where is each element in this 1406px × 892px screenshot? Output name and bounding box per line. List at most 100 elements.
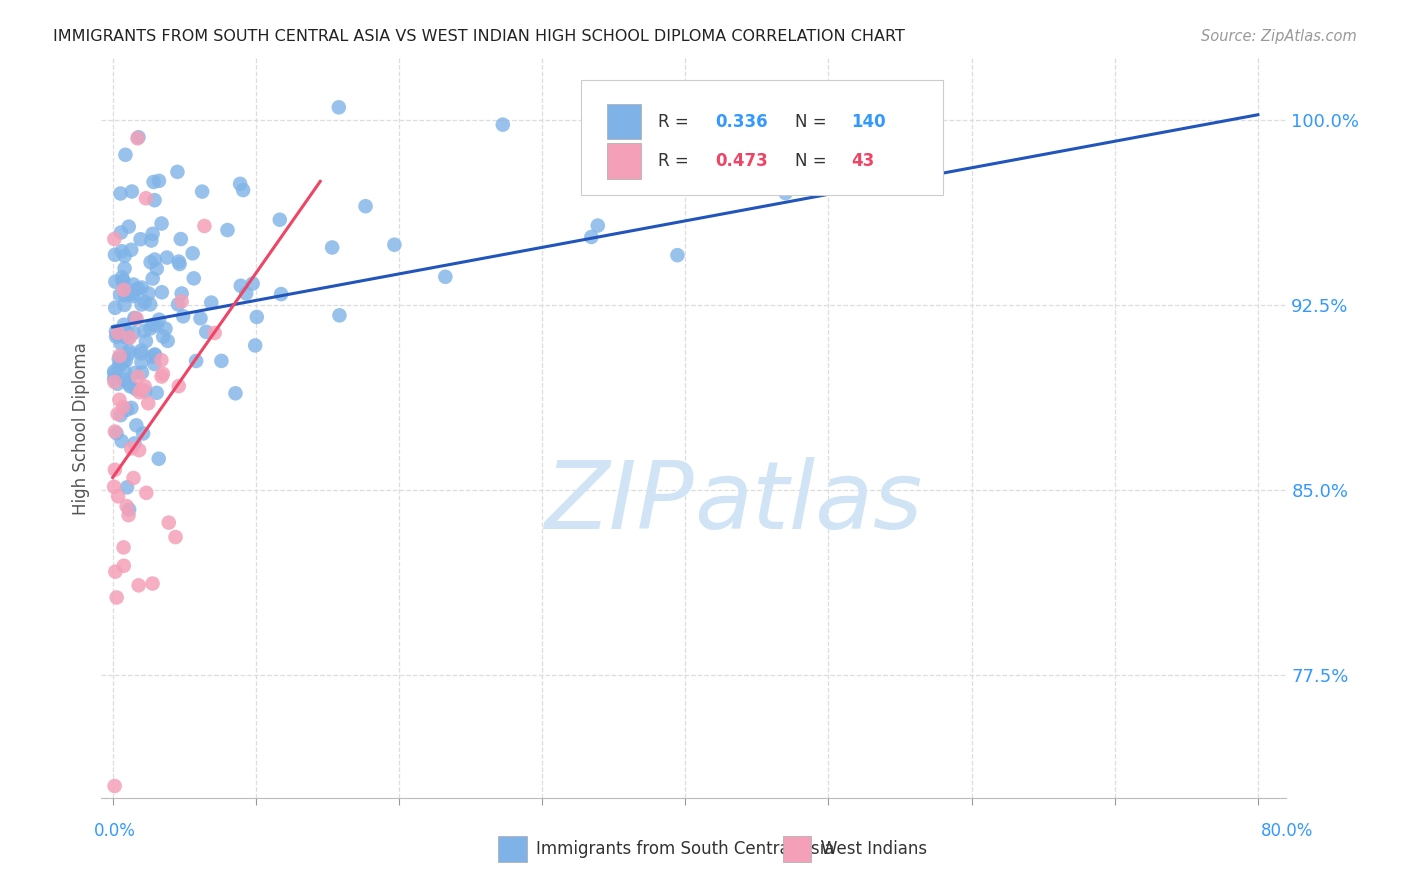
Point xyxy=(125,418,148,433)
Point xyxy=(190,311,212,326)
Point xyxy=(104,301,127,315)
Point xyxy=(110,408,132,422)
Point xyxy=(122,471,145,485)
Point xyxy=(183,271,205,285)
Point xyxy=(142,175,165,189)
Point xyxy=(142,227,165,241)
Point xyxy=(112,274,135,288)
Point xyxy=(170,286,193,301)
Point xyxy=(172,310,194,324)
Point xyxy=(150,369,173,384)
Point xyxy=(105,426,128,441)
Point xyxy=(134,295,156,310)
Point xyxy=(103,375,125,389)
Point xyxy=(269,212,291,227)
Point xyxy=(111,434,134,449)
Point xyxy=(124,366,146,380)
Point xyxy=(107,326,129,340)
Point xyxy=(150,353,173,368)
FancyBboxPatch shape xyxy=(783,836,811,862)
Point xyxy=(117,326,139,341)
Point xyxy=(138,286,160,301)
Point xyxy=(114,288,136,302)
Point xyxy=(200,295,222,310)
Point xyxy=(143,347,166,361)
Point xyxy=(131,383,153,397)
Point xyxy=(142,318,165,332)
Point xyxy=(136,396,159,410)
Point xyxy=(114,365,136,379)
Point xyxy=(134,324,156,338)
Point xyxy=(195,325,218,339)
Point xyxy=(127,131,149,145)
Point xyxy=(245,338,267,352)
Point xyxy=(107,489,129,503)
Point xyxy=(128,443,150,458)
Point xyxy=(135,191,157,205)
Text: R =: R = xyxy=(658,152,695,169)
Point xyxy=(191,185,214,199)
Point xyxy=(128,385,150,400)
Point xyxy=(155,322,177,336)
Point xyxy=(125,311,148,326)
Point xyxy=(125,382,148,396)
Point xyxy=(492,118,515,132)
Point xyxy=(103,232,125,246)
Point xyxy=(143,348,166,362)
Point xyxy=(118,287,141,301)
Text: Source: ZipAtlas.com: Source: ZipAtlas.com xyxy=(1201,29,1357,45)
Point xyxy=(148,451,170,466)
Point xyxy=(167,297,190,311)
Point xyxy=(134,379,156,393)
Point xyxy=(246,310,269,324)
Point xyxy=(105,591,128,605)
Point xyxy=(103,367,125,381)
Point xyxy=(165,530,187,544)
Point xyxy=(148,174,170,188)
Point xyxy=(114,249,136,263)
Point xyxy=(110,357,132,371)
Point xyxy=(217,223,239,237)
Point xyxy=(110,186,132,201)
Text: 43: 43 xyxy=(852,152,875,169)
Point xyxy=(184,354,207,368)
Text: ZIP: ZIP xyxy=(544,457,695,548)
Point xyxy=(131,355,153,369)
Text: N =: N = xyxy=(794,112,831,130)
Text: 80.0%: 80.0% xyxy=(1261,822,1313,839)
Point xyxy=(143,252,166,267)
Point xyxy=(204,326,226,340)
Point xyxy=(118,343,141,358)
Point xyxy=(103,364,125,378)
Point xyxy=(120,401,142,415)
Point xyxy=(112,318,135,332)
Point xyxy=(150,285,173,300)
Text: 140: 140 xyxy=(852,112,886,130)
Point xyxy=(354,199,377,213)
Point xyxy=(108,349,131,363)
Text: IMMIGRANTS FROM SOUTH CENTRAL ASIA VS WEST INDIAN HIGH SCHOOL DIPLOMA CORRELATIO: IMMIGRANTS FROM SOUTH CENTRAL ASIA VS WE… xyxy=(53,29,905,45)
Point xyxy=(118,346,141,360)
Point xyxy=(114,148,136,162)
Point xyxy=(112,354,135,368)
Point xyxy=(118,219,141,234)
Point xyxy=(167,254,190,268)
Point xyxy=(112,373,135,387)
Point xyxy=(141,234,163,248)
Y-axis label: High School Diploma: High School Diploma xyxy=(72,342,90,515)
Point xyxy=(103,480,125,494)
Point xyxy=(142,576,165,591)
Point xyxy=(108,392,131,407)
Point xyxy=(128,130,150,145)
Point xyxy=(104,463,127,477)
Point xyxy=(122,277,145,292)
Point xyxy=(139,255,162,269)
Point xyxy=(104,425,127,439)
Point xyxy=(127,282,149,296)
Point xyxy=(104,565,127,579)
Point xyxy=(107,327,129,342)
Point xyxy=(128,578,150,592)
Point xyxy=(384,237,406,252)
FancyBboxPatch shape xyxy=(607,103,641,139)
Point xyxy=(143,193,166,207)
